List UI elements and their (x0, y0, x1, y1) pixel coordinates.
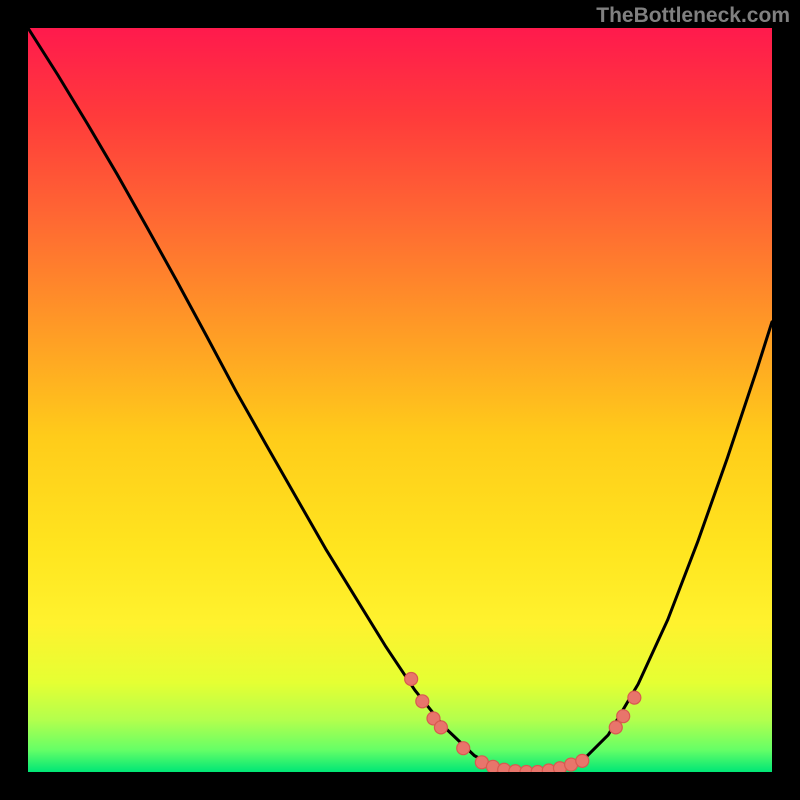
curve-line (28, 28, 772, 772)
data-marker (457, 742, 470, 755)
data-marker (416, 695, 429, 708)
data-marker (405, 673, 418, 686)
bottleneck-curve (28, 28, 772, 772)
data-marker (576, 754, 589, 767)
plot-area (28, 28, 772, 772)
data-markers (405, 673, 641, 773)
data-marker (617, 710, 630, 723)
chart-container: TheBottleneck.com (0, 0, 800, 800)
data-marker (609, 721, 622, 734)
watermark-text: TheBottleneck.com (596, 4, 790, 28)
data-marker (434, 721, 447, 734)
data-marker (628, 691, 641, 704)
